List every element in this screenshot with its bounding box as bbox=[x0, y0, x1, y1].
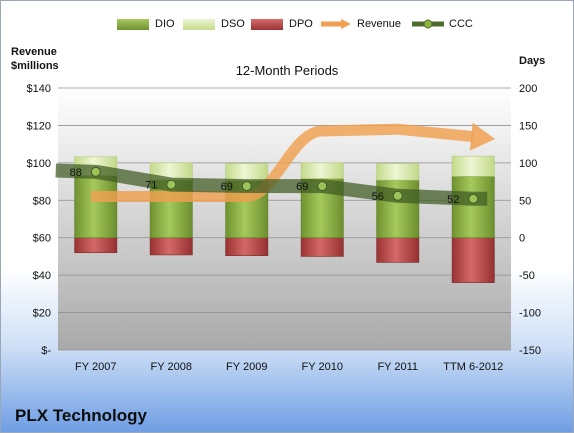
legend-item-revenue: Revenue bbox=[319, 15, 401, 33]
left-axis-tick-label: $20 bbox=[33, 308, 51, 320]
ccc-marker bbox=[468, 193, 479, 204]
bar-dpo bbox=[300, 237, 344, 257]
legend-swatch-revenue bbox=[321, 19, 351, 29]
revenue-line bbox=[90, 123, 474, 203]
x-axis-tick-label: FY 2011 bbox=[377, 361, 418, 373]
bar-dso bbox=[376, 163, 420, 181]
legend-swatch-dpo bbox=[251, 18, 283, 30]
left-axis-tick-label: $40 bbox=[33, 270, 51, 282]
right-axis-title: Days bbox=[519, 55, 546, 67]
bar-dpo bbox=[376, 237, 420, 263]
company-name: PLX Technology bbox=[15, 406, 147, 425]
legend-label-dpo: DPO bbox=[289, 18, 313, 30]
left-axis-tick-label: $100 bbox=[27, 158, 51, 170]
x-axis-tick-label: FY 2010 bbox=[302, 361, 343, 373]
bar-dio bbox=[74, 175, 118, 239]
ccc-marker bbox=[241, 181, 252, 192]
axis-ticks: $- $20 $40 $60 $80 $100 $120 $140 -150 -100 -50 0 50… bbox=[27, 83, 542, 373]
bar-dpo bbox=[149, 237, 193, 256]
bar-dio bbox=[451, 176, 495, 239]
legend-swatch-dso bbox=[183, 18, 215, 30]
bar-dso bbox=[300, 162, 344, 179]
right-axis-tick-label: 150 bbox=[519, 120, 537, 132]
legend: DIO DSO DPO Revenue CCC bbox=[1, 15, 573, 33]
legend-label-ccc: CCC bbox=[449, 18, 473, 30]
right-axis-tick-label: 100 bbox=[519, 158, 537, 170]
left-axis-title-line1: Revenue bbox=[11, 46, 57, 58]
bar-dso bbox=[225, 163, 269, 182]
left-axis-title: Revenue $millions bbox=[11, 45, 59, 73]
ccc-data-label: 52 bbox=[447, 194, 459, 206]
legend-item-dso: DSO bbox=[183, 15, 245, 33]
right-axis-tick-label: -100 bbox=[519, 308, 541, 320]
legend-label-dio: DIO bbox=[155, 18, 175, 30]
bar-dso bbox=[451, 155, 495, 177]
right-axis-tick-label: 200 bbox=[519, 83, 537, 95]
ccc-series: 88 71 69 69 56 52 bbox=[55, 163, 488, 206]
ccc-marker bbox=[392, 190, 403, 201]
bar-dpo bbox=[74, 237, 118, 253]
bar-dpo bbox=[225, 237, 269, 256]
left-axis-tick-label: $60 bbox=[33, 233, 51, 245]
legend-label-dso: DSO bbox=[221, 18, 245, 30]
left-axis-title-line2: $millions bbox=[11, 60, 59, 72]
legend-item-dpo: DPO bbox=[251, 15, 313, 33]
bar-dpo bbox=[451, 237, 495, 283]
plot-area bbox=[58, 88, 511, 350]
legend-item-ccc: CCC bbox=[411, 15, 473, 33]
right-axis-tick-label: 0 bbox=[519, 233, 525, 245]
left-axis-tick-label: $- bbox=[41, 345, 51, 357]
right-axis-tick-label: 50 bbox=[519, 195, 531, 207]
revenue-arrowhead bbox=[469, 122, 496, 151]
x-axis-tick-label: FY 2007 bbox=[75, 361, 116, 373]
ccc-data-label: 56 bbox=[372, 191, 384, 203]
x-axis-tick-label: FY 2009 bbox=[226, 361, 267, 373]
ccc-data-label: 71 bbox=[145, 180, 157, 192]
x-axis-tick-label: TTM 6-2012 bbox=[443, 361, 503, 373]
legend-item-dio: DIO bbox=[117, 15, 175, 33]
ccc-data-label: 88 bbox=[70, 167, 82, 179]
left-axis-tick-label: $120 bbox=[27, 120, 51, 132]
chart-subtitle: 12-Month Periods bbox=[235, 63, 339, 78]
revenue-series bbox=[90, 122, 496, 203]
ccc-data-label: 69 bbox=[296, 181, 308, 193]
x-axis-tick-label: FY 2008 bbox=[151, 361, 192, 373]
right-axis-tick-label: -50 bbox=[519, 270, 535, 282]
ccc-marker bbox=[317, 181, 328, 192]
legend-label-revenue: Revenue bbox=[357, 18, 402, 30]
ccc-line bbox=[55, 163, 488, 206]
ccc-marker bbox=[166, 179, 177, 190]
right-axis-tick-label: -150 bbox=[519, 345, 541, 357]
legend-swatch-dio bbox=[117, 18, 149, 30]
ccc-data-label: 69 bbox=[221, 181, 233, 193]
left-axis-tick-label: $140 bbox=[27, 83, 51, 95]
ccc-marker bbox=[90, 166, 101, 177]
legend-swatch-ccc bbox=[412, 19, 444, 29]
left-axis-tick-label: $80 bbox=[33, 195, 51, 207]
